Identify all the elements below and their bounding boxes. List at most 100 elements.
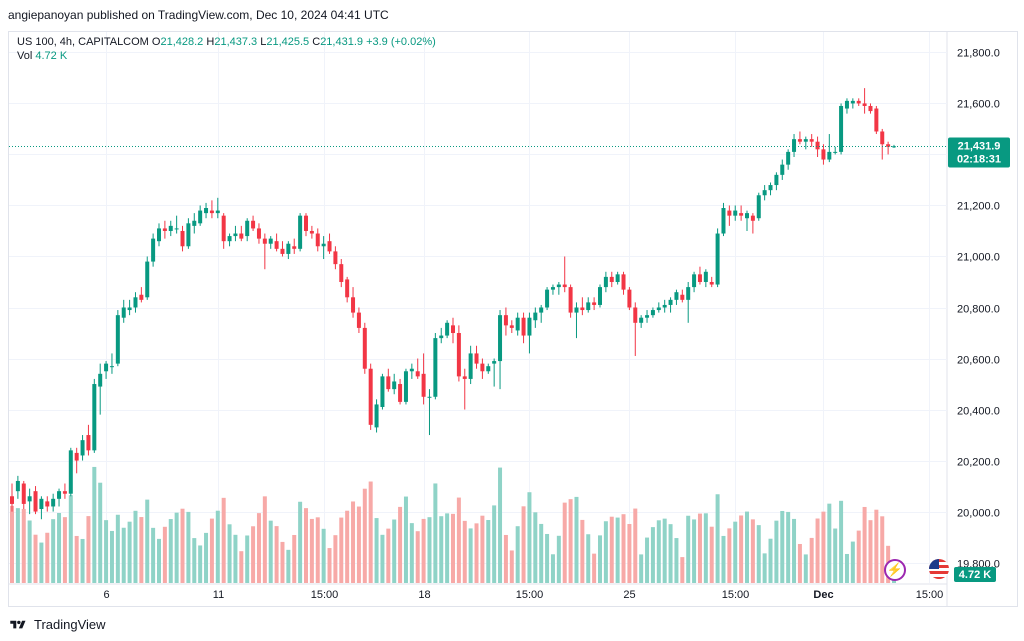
candle-body: [109, 366, 114, 368]
volume-bar: [756, 525, 761, 583]
candle-body: [157, 228, 161, 242]
volume-bar: [345, 510, 350, 583]
candle-body: [568, 287, 573, 313]
y-tick-label: 21,800.0: [957, 48, 1000, 60]
candle-body: [768, 185, 773, 191]
volume-bar: [527, 492, 532, 583]
volume-bar: [492, 505, 497, 583]
volume-bar: [39, 542, 44, 583]
volume-bar: [45, 532, 50, 583]
candle-body: [756, 195, 761, 219]
candle-body: [362, 327, 367, 369]
candle-body: [792, 139, 797, 152]
us-flag-icon[interactable]: [929, 559, 949, 579]
candle-body: [550, 287, 555, 290]
candle-body: [821, 149, 826, 160]
candle-body: [262, 238, 267, 244]
volume-bar: [409, 523, 414, 583]
candle-body: [33, 491, 38, 512]
candle-body: [327, 241, 332, 252]
price-badge: [948, 137, 1010, 168]
candle-body: [780, 164, 785, 175]
volume-bar: [562, 502, 567, 583]
candle-body: [727, 210, 732, 216]
x-tick-label: 6: [103, 589, 109, 601]
candle-body: [439, 335, 444, 339]
candle-body: [498, 315, 503, 362]
volume-bar: [115, 514, 120, 583]
candle-body: [409, 368, 414, 372]
candle-body: [98, 373, 103, 387]
candle-body: [468, 353, 473, 379]
volume-bar: [480, 515, 485, 583]
volume-bar: [833, 528, 838, 583]
candle-body: [315, 233, 320, 247]
volume-bar: [727, 528, 732, 583]
volume-bar: [627, 524, 632, 583]
volume-bar: [515, 526, 520, 583]
volume-bar: [92, 466, 97, 583]
volume-bar: [792, 518, 797, 583]
volume-bar: [474, 523, 479, 583]
volume-bar: [844, 553, 849, 583]
x-tick-label: 15:00: [722, 589, 750, 601]
candle-body: [562, 284, 567, 288]
volume-badge: [954, 567, 996, 582]
candle-body: [839, 105, 844, 152]
volume-bar: [298, 501, 303, 583]
candle-body: [598, 287, 602, 305]
candle-body: [809, 139, 814, 142]
low-value: 21,425.5: [266, 36, 310, 48]
volume-bar: [786, 511, 791, 583]
candle-body: [421, 373, 426, 397]
volume-label[interactable]: Vol: [17, 50, 33, 62]
candle-body: [509, 325, 514, 328]
candle-body: [603, 276, 608, 288]
volume-bar: [580, 519, 585, 583]
candle-body: [739, 213, 744, 216]
x-tick-label: Dec: [813, 589, 833, 601]
volume-bar: [262, 496, 267, 583]
candle-body: [850, 100, 855, 104]
candle-body: [57, 491, 62, 499]
volume-bar: [339, 517, 344, 583]
symbol-label[interactable]: US 100, 4h, CAPITALCOM: [17, 36, 149, 48]
volume-bar: [709, 526, 714, 583]
candle-body: [615, 274, 620, 282]
candle-body: [368, 368, 373, 425]
candle-body: [121, 307, 126, 318]
volume-bar: [186, 511, 191, 583]
y-tick-label: 21,200.0: [957, 201, 1000, 213]
volume-bar: [292, 534, 297, 583]
candle-body: [27, 496, 32, 502]
lightning-icon[interactable]: ⚡: [884, 559, 906, 581]
close-label: C: [312, 36, 321, 48]
candle-body: [533, 312, 538, 321]
volume-bar: [86, 516, 91, 583]
candle-body: [351, 297, 356, 313]
candle-body: [456, 333, 461, 377]
volume-bar: [15, 508, 20, 583]
footer-brand[interactable]: TradingView: [34, 617, 106, 632]
volume-bar: [304, 508, 308, 583]
volume-bar: [392, 519, 397, 583]
x-tick-label: 18: [418, 589, 430, 601]
volume-bar: [386, 528, 391, 583]
candle-body: [398, 384, 403, 402]
volume-bar: [780, 510, 785, 583]
volume-bar: [127, 521, 132, 583]
candle-body: [256, 228, 261, 239]
chart-pane[interactable]: [8, 31, 1018, 607]
volume-bar: [227, 524, 232, 583]
candle-body: [115, 315, 120, 364]
candle-body: [880, 131, 885, 145]
candle-body: [650, 310, 655, 316]
volume-bar: [168, 519, 173, 583]
volume-bar: [839, 500, 844, 583]
volume-bar: [615, 517, 620, 583]
volume-bar: [421, 518, 426, 583]
volume-bar: [433, 483, 438, 583]
volume-bar: [797, 543, 802, 583]
